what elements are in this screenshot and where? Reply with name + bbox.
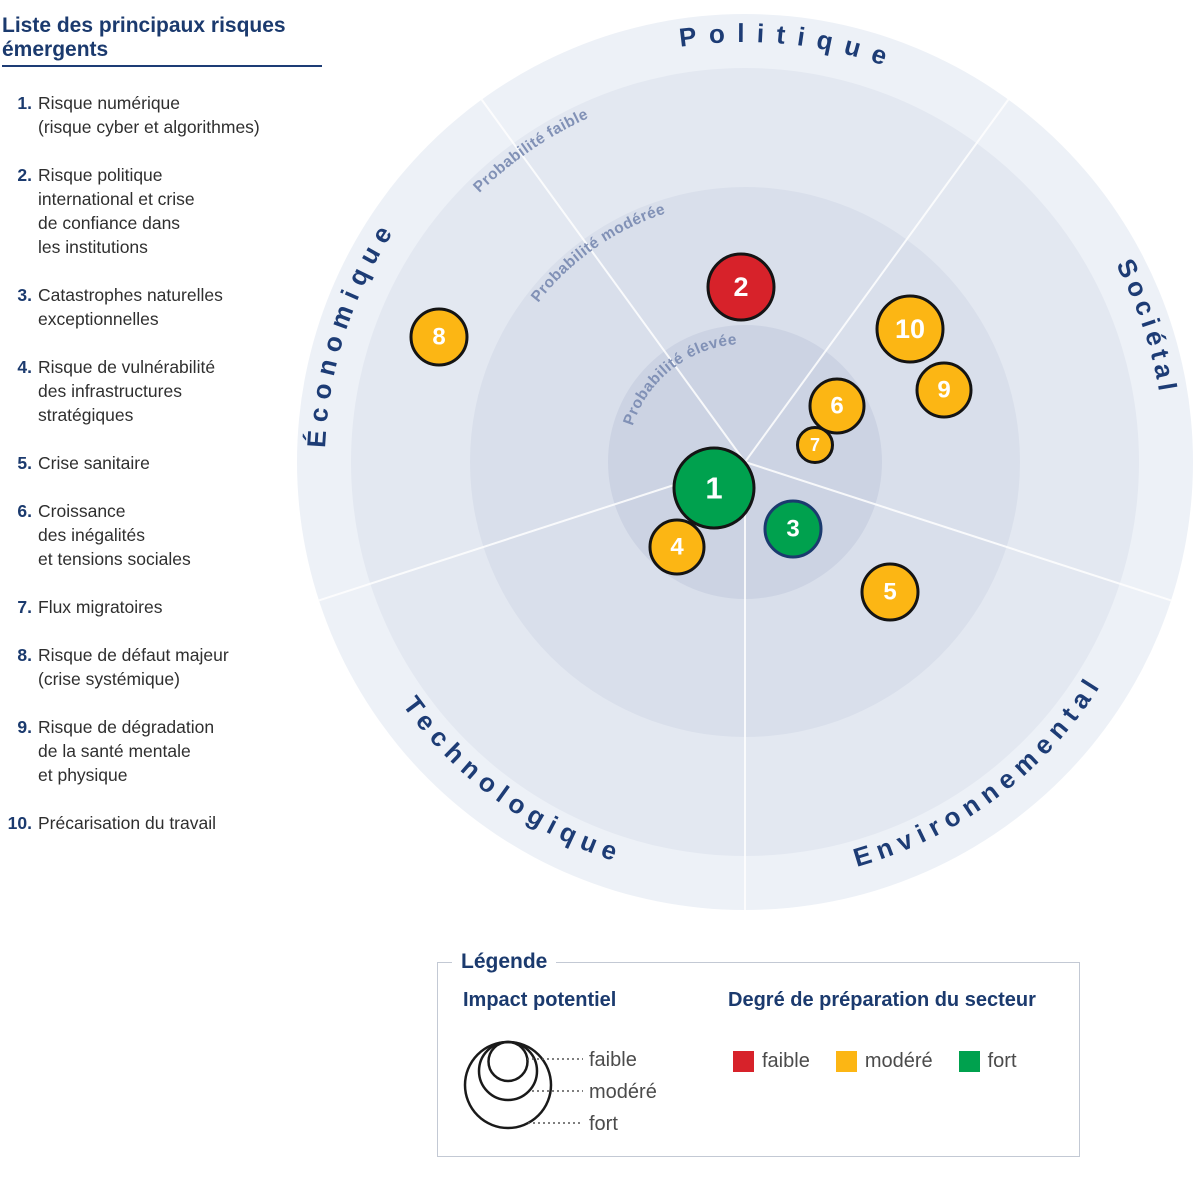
impact-potentiel-heading: Impact potentiel [463,989,617,1011]
risk-bubble-number-7: 7 [810,435,820,455]
risk-item-text: Catastrophes naturelles exceptionnelles [38,285,223,329]
risk-item-text: Risque politique international et crise de… [38,165,195,257]
risk-bubble-3 [763,499,823,559]
risk-bubble-number-10: 10 [895,314,925,344]
risk-bubble-5 [860,562,920,622]
risk-bubble-2 [706,252,776,322]
risk-bubble-number-3: 3 [786,516,799,543]
risk-item-number: 9. [17,717,32,737]
risk-list-item: 6. Croissance des inégalités et tensions so… [2,499,322,571]
risk-item-number: 10. [7,813,32,833]
risk-bubble-number-5: 5 [883,579,896,606]
impact-circle-modere [477,1040,539,1102]
risk-bubble-1 [672,446,756,530]
impact-label-modere: modéré [589,1081,657,1103]
risk-bubble-9 [915,361,973,419]
risk-item-number: 4. [17,357,32,377]
risk-item-text: Flux migratoires [38,597,163,617]
risk-item-number: 1. [17,93,32,113]
risk-bubble-6 [808,377,866,435]
preparation-level-faible: faible [733,1051,810,1072]
risk-item-text: Risque de défaut majeur (crise systémique… [38,645,229,689]
impact-circle-faible [487,1040,529,1083]
risk-bubbles: 2 8 10 9 67 4 1 3 5 [409,252,973,622]
risk-bubble-8 [409,307,469,367]
risk-bubble-number-1: 1 [705,471,722,506]
preparation-level-modéré: modéré [835,1050,933,1072]
risk-list-item: 9. Risque de dégradation de la santé menta… [2,715,322,787]
risk-list: 1. Risque numérique (risque cyber et algor… [2,91,322,835]
risk-bubble-number-6: 6 [830,393,843,420]
impact-label-fort: fort [589,1113,618,1135]
preparation-swatch-fort [958,1051,980,1072]
risk-item-number: 5. [17,453,32,473]
risk-item-text: Crise sanitaire [38,453,150,473]
risk-list-item: 2. Risque politique international et crise… [2,163,322,259]
risk-bubble-number-9: 9 [937,377,950,404]
risk-list-panel: Liste des principaux risques émergents 1… [2,14,322,859]
risk-item-text: Risque de dégradation de la santé mentale… [38,717,215,785]
preparation-swatch-faible [733,1051,754,1072]
risk-item-text: Risque de vulnérabilité des infrastructur… [38,357,216,425]
risk-list-item: 5. Crise sanitaire [2,451,322,475]
impact-circle-fort [463,1040,553,1130]
risk-bubble-number-2: 2 [733,272,748,302]
risk-item-text: Risque numérique (risque cyber et algorit… [38,93,260,137]
risk-list-item: 8. Risque de défaut majeur (crise systémiq… [2,643,322,691]
degre-preparation-heading: Degré de préparation du secteur [728,989,1036,1011]
risk-list-item: 4. Risque de vulnérabilité des infrastruct… [2,355,322,427]
preparation-color-key: faible modéré fort [733,1051,1017,1072]
legend-title: Légende [452,950,557,974]
risk-list-item: 10. Précarisation du travail [2,811,322,835]
risk-item-number: 3. [17,285,32,305]
risk-bubble-number-8: 8 [432,324,445,351]
risk-item-number: 2. [17,165,32,185]
risk-bubble-number-4: 4 [670,534,684,561]
divider-politique-societal [744,99,1010,463]
risk-list-item: 7. Flux migratoires [2,595,322,619]
risk-bubble-10 [875,294,945,364]
divider-economique-politique [480,99,746,463]
risk-radar-diagram: Politique Sociétal Environnemental Techn… [297,14,1193,910]
risk-list-item: 1. Risque numérique (risque cyber et algor… [2,91,322,139]
page-title: Liste des principaux risques émergents [2,14,322,67]
risk-item-text: Croissance des inégalités et tensions soci… [38,501,191,569]
preparation-label-faible: faible [762,1050,810,1072]
risk-bubble-4 [648,518,706,576]
impact-label-faible: faible [589,1049,637,1071]
risk-list-item: 3. Catastrophes naturelles exceptionnelles [2,283,322,331]
risk-bubble-7 [796,426,834,464]
risk-item-number: 6. [17,501,32,521]
preparation-label-fort: fort [987,1050,1017,1072]
risk-item-text: Précarisation du travail [38,813,216,833]
impact-size-key: faible modéré fort [463,1040,657,1135]
preparation-label-modéré: modéré [864,1050,933,1072]
risk-item-number: 8. [17,645,32,665]
divider-societal-environnemental [744,461,1172,602]
legend-box: Légende Impact potentiel faible modéré f… [437,950,1080,1157]
preparation-swatch-modéré [835,1051,857,1072]
preparation-level-fort: fort [958,1050,1017,1072]
risk-item-number: 7. [17,597,32,617]
